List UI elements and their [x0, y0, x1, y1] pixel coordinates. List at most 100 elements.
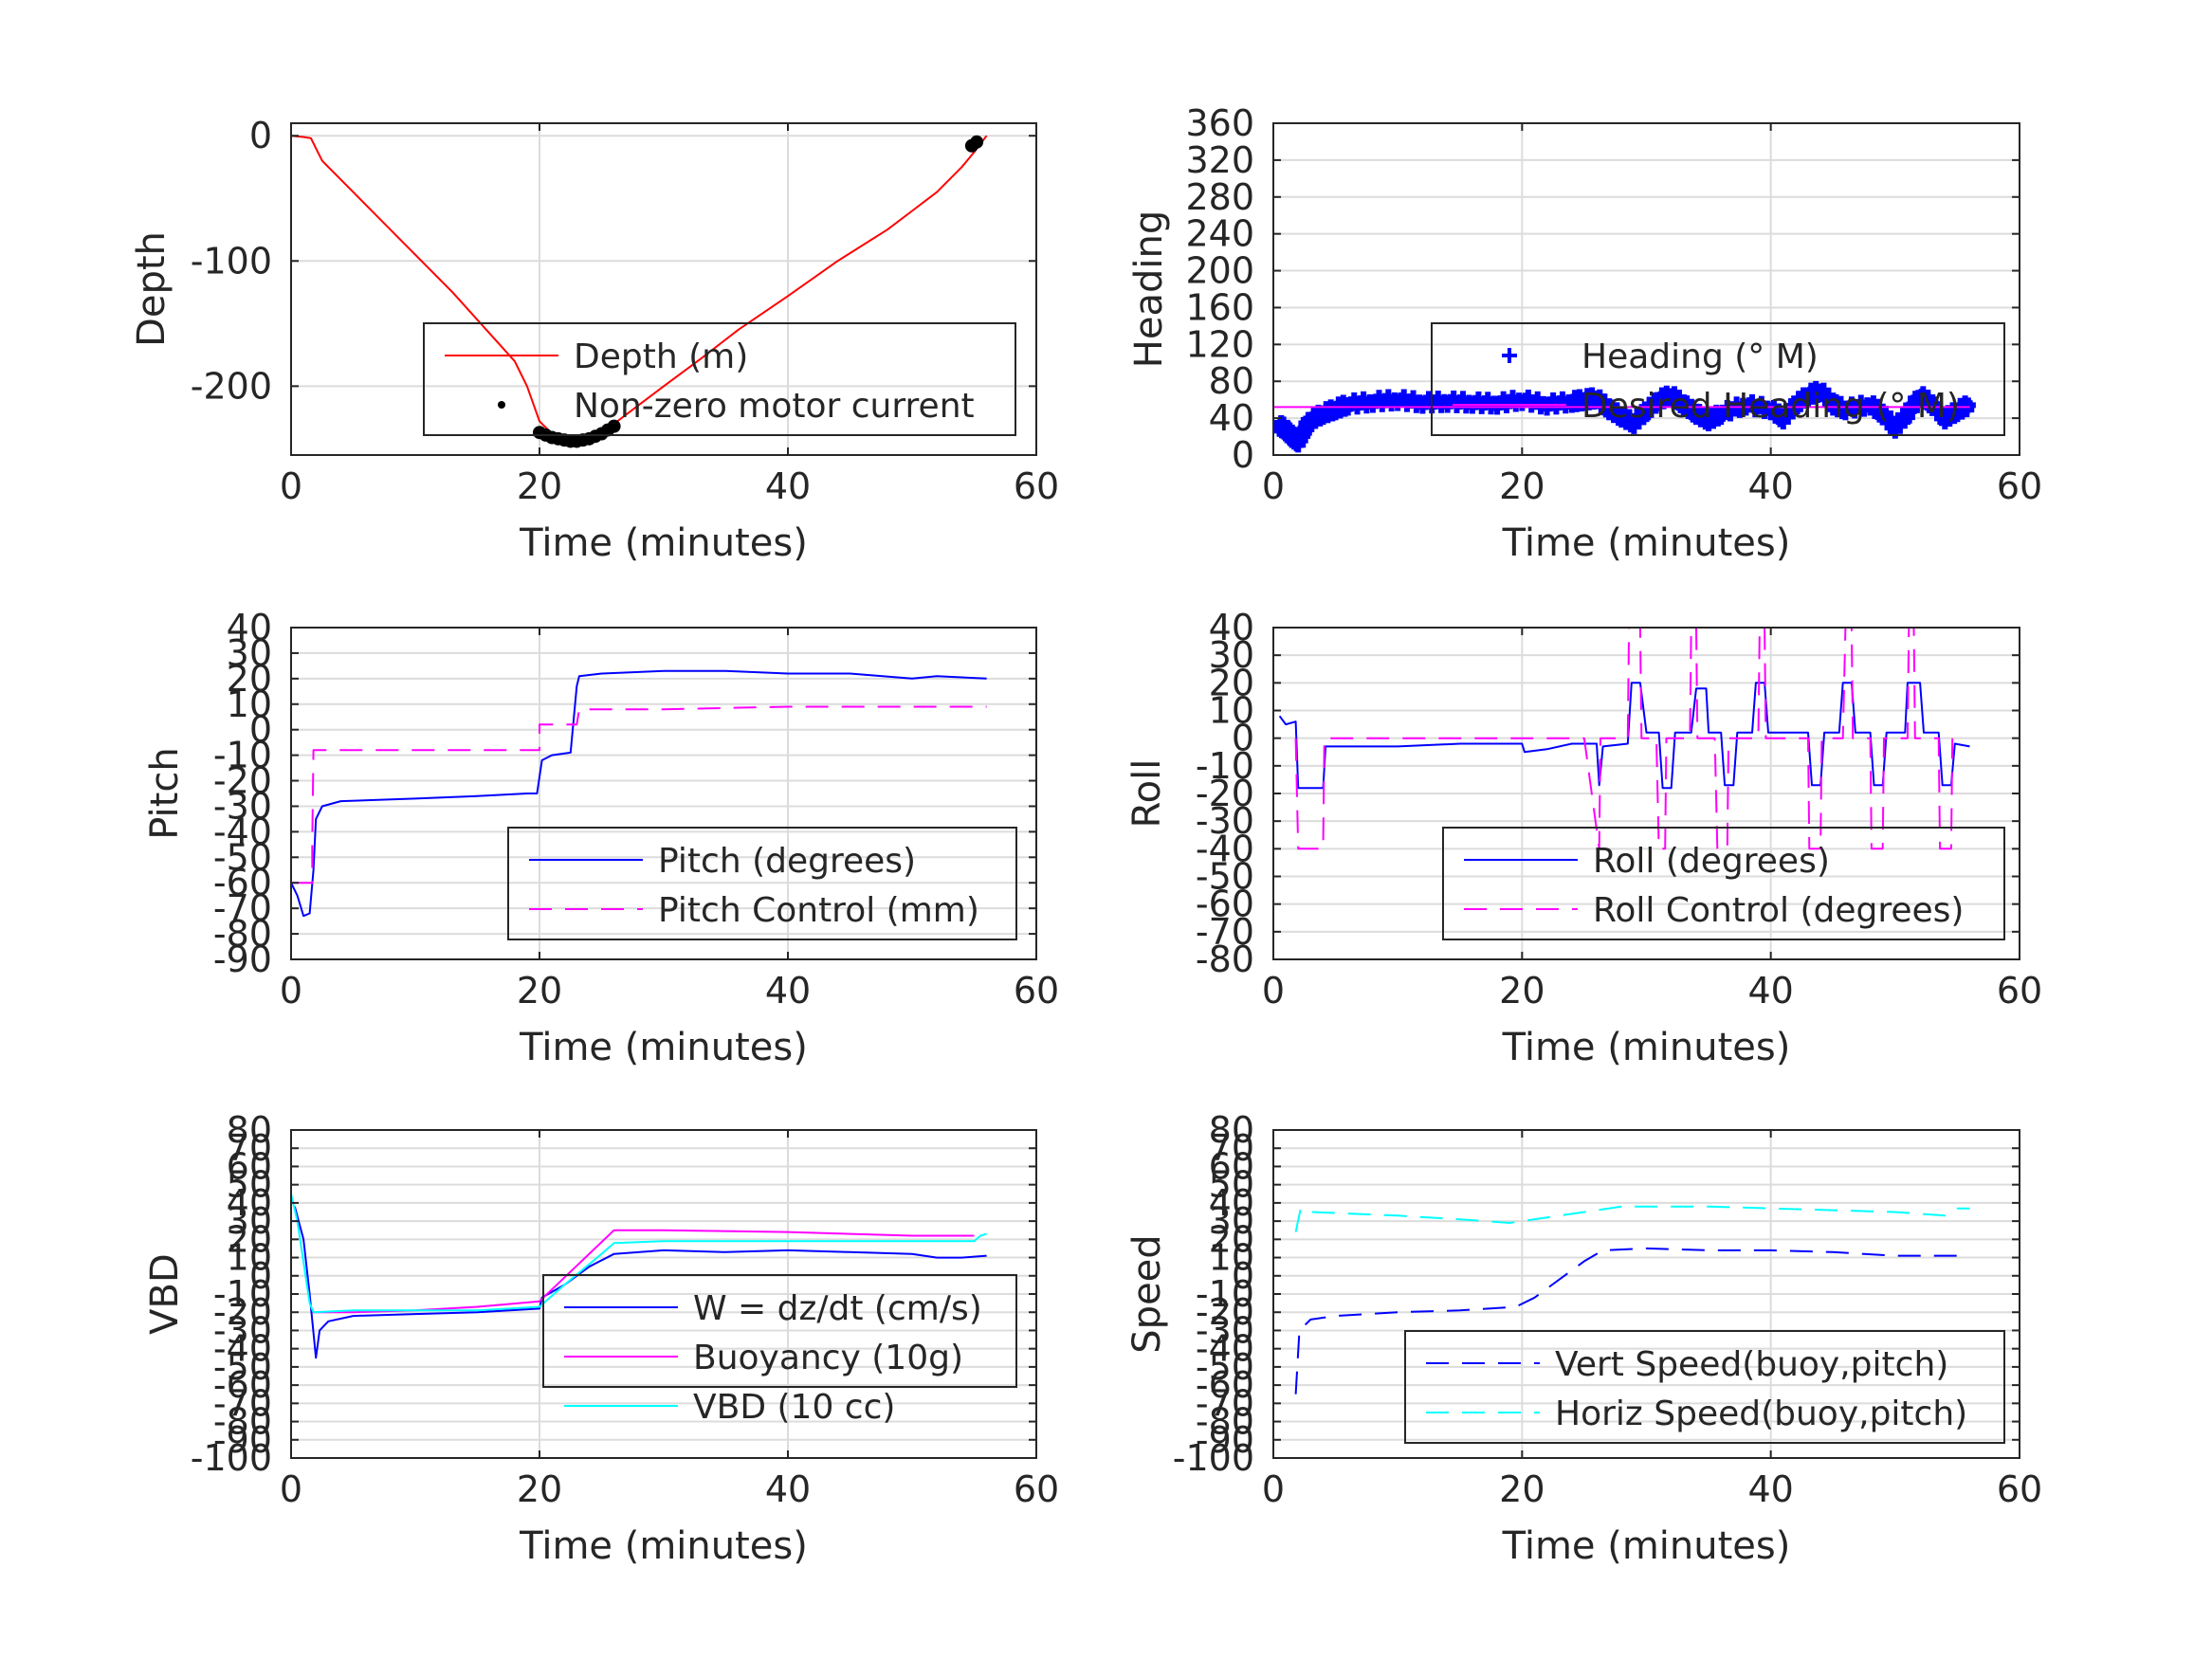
y-tick-label: -100: [191, 1437, 272, 1479]
x-tick-label: 40: [765, 1468, 811, 1510]
y-tick-label: -80: [1196, 1401, 1254, 1443]
x-axis-label: Time (minutes): [1502, 1026, 1791, 1069]
y-tick-label: -30: [1196, 1309, 1254, 1351]
legend-label: Desired Heading (° M): [1581, 387, 1960, 426]
y-tick-label: 50: [1209, 1164, 1254, 1206]
legend-label: Heading (° M): [1581, 337, 1819, 376]
series-group: [1294, 1205, 1970, 1395]
y-tick-label: -200: [191, 365, 272, 407]
x-tick-label: 0: [280, 970, 302, 1012]
x-tick-label: 40: [1747, 1468, 1793, 1510]
y-tick-label: 10: [227, 1237, 272, 1279]
y-tick-label: 70: [227, 1127, 272, 1169]
y-tick-label: -30: [213, 785, 272, 827]
legend-label: Horiz Speed(buoy,pitch): [1555, 1395, 1967, 1433]
y-tick-label: 80: [1209, 360, 1254, 402]
y-tick-label: 240: [1185, 213, 1254, 255]
series-speed-0: [1294, 1247, 1970, 1395]
y-tick-label: 10: [1209, 690, 1254, 732]
x-tick-label: 60: [1997, 970, 2042, 1012]
y-tick-label: 0: [1232, 434, 1254, 476]
axes-box: [290, 122, 1037, 456]
ticks: 0 20 40 6080706050403020100-10-20-30-40-50-…: [1173, 1109, 2042, 1510]
legend-box: [1442, 827, 2005, 940]
y-tick-label: 80: [1209, 1109, 1254, 1151]
axes-box: [290, 627, 1037, 960]
y-tick-label: 0: [1232, 718, 1254, 759]
y-tick-label: -10: [213, 1273, 272, 1315]
y-tick-label: 120: [1185, 323, 1254, 365]
legend-label: Roll Control (degrees): [1593, 891, 1964, 930]
y-tick-label: -50: [1196, 856, 1254, 898]
legend: Vert Speed(buoy,pitch) Horiz Speed(buoy,p…: [1404, 1330, 2005, 1444]
legend-box: [542, 1274, 1017, 1388]
legend: Depth (m) Non-zero motor current: [423, 322, 1016, 436]
legend-label: Pitch (degrees): [658, 842, 916, 881]
y-tick-label: -60: [1196, 884, 1254, 925]
y-tick-label: -100: [191, 240, 272, 282]
y-tick-label: 40: [1209, 397, 1254, 439]
y-tick-label: -50: [1196, 1346, 1254, 1388]
y-tick-label: 20: [227, 1218, 272, 1260]
y-tick-label: 50: [227, 1164, 272, 1206]
legend-box: [507, 827, 1017, 940]
y-tick-label: -80: [213, 913, 272, 955]
legend: W = dz/dt (cm/s) Buoyancy (10g) VBD (10 cc…: [542, 1274, 1017, 1427]
y-tick-label: -20: [213, 760, 272, 802]
y-tick-label: -10: [1196, 1273, 1254, 1315]
y-axis-label: Pitch: [143, 747, 187, 839]
series-pitch-1: [291, 705, 987, 884]
series-vbd-2: [291, 1194, 987, 1314]
axes-box: [1272, 122, 2020, 456]
series-vbd-0: [293, 1206, 987, 1359]
x-tick-label: 0: [1262, 465, 1285, 507]
y-tick-label: 280: [1185, 176, 1254, 218]
y-tick-label: -10: [1196, 745, 1254, 787]
series-roll-1: [1294, 628, 1954, 850]
x-tick-label: 40: [1747, 970, 1793, 1012]
series-group: [291, 1194, 987, 1359]
y-tick-label: -90: [213, 1419, 272, 1461]
y-tick-label: -80: [213, 1401, 272, 1443]
chart-depth: 0 20 40 60 0 -100 -200 Time (minutes) Depth Depth…: [130, 115, 1059, 565]
y-tick-label: 0: [1232, 1255, 1254, 1297]
y-tick-label: 30: [1209, 634, 1254, 676]
y-tick-label: -40: [1196, 1328, 1254, 1370]
y-tick-label: -80: [1196, 939, 1254, 980]
x-tick-label: 0: [280, 465, 302, 507]
series-group: [291, 669, 987, 918]
legend-label: Vert Speed(buoy,pitch): [1555, 1345, 1948, 1384]
x-tick-label: 20: [517, 970, 562, 1012]
ticks: 0 20 40 60403020100-10-20-30-40-50-60-70-80…: [213, 607, 1059, 1012]
y-tick-label: -60: [213, 862, 272, 903]
chart-pitch: 0 20 40 60403020100-10-20-30-40-50-60-70-80…: [143, 607, 1059, 1069]
y-tick-label: 0: [249, 1255, 272, 1297]
y-tick-label: 200: [1185, 250, 1254, 292]
x-axis-label: Time (minutes): [519, 521, 808, 565]
y-axis-label: Speed: [1125, 1234, 1169, 1353]
y-tick-label: 60: [227, 1145, 272, 1187]
legend-box: [1404, 1330, 2005, 1444]
series-group: [1273, 380, 1976, 453]
x-tick-label: 60: [1014, 1468, 1059, 1510]
chart-speed: 0 20 40 6080706050403020100-10-20-30-40-50-…: [1125, 1109, 2042, 1568]
chart-roll: 0 20 40 60403020100-10-20-30-40-50-60-70-80…: [1125, 607, 2042, 1069]
x-tick-label: 40: [1747, 465, 1793, 507]
y-tick-label: -20: [1196, 1291, 1254, 1333]
legend-label: Depth (m): [574, 337, 748, 376]
x-tick-label: 40: [765, 465, 811, 507]
plot-area: [291, 123, 1036, 455]
y-tick-label: 0: [249, 115, 272, 156]
y-tick-label: 80: [227, 1109, 272, 1151]
x-tick-label: 0: [280, 1468, 302, 1510]
y-tick-label: -40: [1196, 828, 1254, 869]
grid: [290, 1129, 1037, 1459]
legend-marker: [498, 401, 505, 409]
y-axis-label: Roll: [1125, 759, 1169, 829]
x-tick-label: 20: [517, 1468, 562, 1510]
x-tick-label: 60: [1997, 465, 2042, 507]
y-tick-label: 60: [1209, 1145, 1254, 1187]
y-tick-label: 40: [1209, 1182, 1254, 1224]
